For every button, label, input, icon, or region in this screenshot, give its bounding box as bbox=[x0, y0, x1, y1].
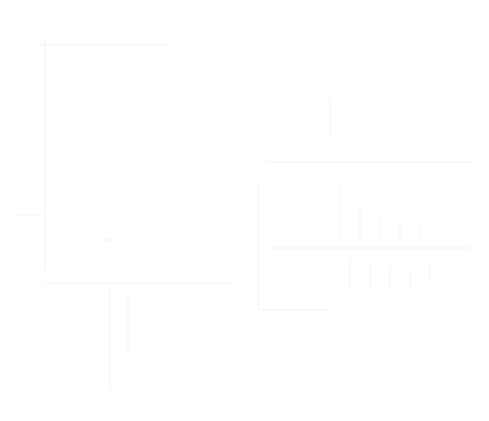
faint-wireframe-sketch bbox=[13, 39, 471, 391]
blank-canvas bbox=[13, 39, 471, 391]
